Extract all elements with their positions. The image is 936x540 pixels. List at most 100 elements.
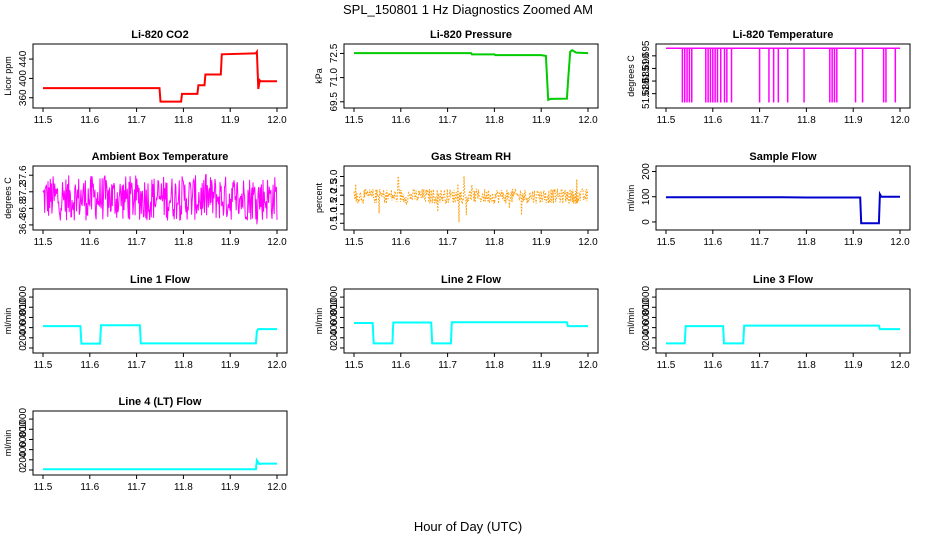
x-tick-label: 11.9 bbox=[221, 237, 240, 248]
series-line-2-flow bbox=[354, 321, 588, 345]
x-tick-label: 11.6 bbox=[391, 360, 410, 371]
series-gas-stream-rh bbox=[353, 176, 589, 223]
y-tick-label: 200 bbox=[641, 329, 652, 346]
panel-title: Ambient Box Temperature bbox=[92, 151, 229, 163]
x-tick-label: 11.7 bbox=[127, 237, 146, 248]
y-tick-label: 2.0 bbox=[329, 188, 340, 202]
y-tick-label: 800 bbox=[641, 298, 652, 315]
plot-frame bbox=[343, 43, 599, 109]
x-tick-label: 12.0 bbox=[890, 360, 910, 371]
series-line bbox=[43, 457, 277, 471]
series-line bbox=[42, 173, 278, 225]
x-tick-label: 11.6 bbox=[703, 360, 722, 371]
series-line bbox=[666, 190, 900, 225]
y-axis-label: ml/min bbox=[314, 308, 324, 335]
y-tick-label: 0 bbox=[329, 345, 340, 351]
figure-title: SPL_150801 1 Hz Diagnostics Zoomed AM bbox=[343, 2, 593, 17]
x-tick-label: 11.5 bbox=[345, 360, 364, 371]
x-tick-label: 12.0 bbox=[267, 237, 287, 248]
x-tick-label: 11.8 bbox=[485, 115, 504, 126]
x-tick-label: 11.5 bbox=[34, 360, 53, 371]
panel-line-3-flow: Line 3 Flow ml/min 11.5 11.6 11.7 11.8 11.9 12.… bbox=[626, 274, 911, 371]
series-li-820-pressure bbox=[354, 48, 589, 102]
plot-frame bbox=[343, 288, 599, 354]
y-tick-label: 37.2 bbox=[18, 182, 29, 202]
x-tick-label: 11.7 bbox=[438, 360, 457, 371]
y-tick-label: 0 bbox=[18, 467, 29, 473]
x-tick-label: 11.5 bbox=[34, 115, 53, 126]
x-tick-label: 12.0 bbox=[267, 360, 287, 371]
plot-frame bbox=[32, 410, 288, 476]
series-li-820-temperature bbox=[666, 47, 900, 103]
panel-line-4-lt-flow: Line 4 (LT) Flow ml/min 11.5 11.6 11.7 11.8 11… bbox=[3, 396, 288, 493]
panel-ambient-box-temperature: Ambient Box Temperature degrees C 11.5 11.6… bbox=[3, 151, 288, 248]
x-tick-label: 11.6 bbox=[391, 115, 410, 126]
x-tick-label: 11.8 bbox=[797, 115, 816, 126]
x-tick-label: 11.8 bbox=[174, 482, 193, 493]
series-line bbox=[666, 324, 900, 345]
x-tick-label: 11.6 bbox=[80, 115, 99, 126]
panel-title: Li-820 CO2 bbox=[131, 29, 188, 41]
panel-title: Li-820 Temperature bbox=[733, 29, 834, 41]
y-axis-label: ml/min bbox=[3, 308, 13, 335]
x-tick-label: 12.0 bbox=[890, 237, 910, 248]
plot-frame bbox=[655, 288, 911, 354]
y-tick-label: 37.6 bbox=[18, 165, 29, 185]
y-tick-label: 51.685 bbox=[641, 65, 652, 96]
y-tick-label: 0 bbox=[641, 219, 652, 225]
panel-li-820-pressure: Li-820 Pressure kPa 11.5 11.6 11.7 11.8 11.9 12… bbox=[314, 29, 599, 126]
x-tick-label: 11.6 bbox=[703, 237, 722, 248]
x-tick-label: 11.8 bbox=[174, 115, 193, 126]
y-tick-label: 0 bbox=[18, 345, 29, 351]
y-tick-label: 1000 bbox=[18, 286, 29, 309]
y-tick-label: 200 bbox=[329, 329, 340, 346]
y-tick-label: 400 bbox=[18, 319, 29, 336]
y-tick-label: 36.4 bbox=[18, 215, 29, 235]
y-axis-label: ml/min bbox=[626, 308, 636, 335]
series-sample-flow bbox=[666, 190, 900, 225]
x-tick-label: 12.0 bbox=[578, 115, 598, 126]
plot-frame bbox=[32, 165, 288, 231]
series-ambient-box-temperature bbox=[42, 173, 278, 225]
panel-gas-stream-rh: Gas Stream RH percent 11.5 11.6 11.7 11.8 11.9… bbox=[314, 151, 599, 248]
x-tick-label: 11.8 bbox=[485, 360, 504, 371]
y-tick-label: 72.5 bbox=[329, 43, 340, 63]
y-tick-label: 800 bbox=[18, 298, 29, 315]
x-tick-label: 11.6 bbox=[703, 115, 722, 126]
x-tick-label: 11.9 bbox=[532, 360, 551, 371]
x-tick-label: 11.9 bbox=[532, 115, 551, 126]
x-tick-label: 11.9 bbox=[221, 360, 240, 371]
series-line-1-flow bbox=[43, 324, 277, 345]
x-tick-label: 11.5 bbox=[345, 115, 364, 126]
x-tick-label: 12.0 bbox=[267, 115, 287, 126]
x-tick-label: 11.6 bbox=[80, 482, 99, 493]
plot-frame bbox=[655, 43, 911, 109]
x-tick-label: 11.8 bbox=[797, 360, 816, 371]
y-tick-label: 600 bbox=[329, 309, 340, 326]
y-tick-label: 400 bbox=[18, 70, 29, 87]
x-tick-label: 11.5 bbox=[657, 115, 676, 126]
plot-frame bbox=[655, 165, 911, 231]
x-tick-label: 11.9 bbox=[844, 115, 863, 126]
x-axis-title: Hour of Day (UTC) bbox=[414, 519, 522, 534]
series-line bbox=[43, 324, 277, 345]
y-tick-label: 1.0 bbox=[329, 207, 340, 221]
y-tick-label: 51.680 bbox=[641, 78, 652, 109]
y-tick-label: 1000 bbox=[329, 286, 340, 309]
y-axis-label: kPa bbox=[314, 68, 324, 84]
x-tick-label: 12.0 bbox=[267, 482, 287, 493]
y-tick-label: 440 bbox=[18, 50, 29, 67]
series-li-820-co2 bbox=[43, 48, 277, 103]
x-tick-label: 11.7 bbox=[127, 482, 146, 493]
x-tick-label: 11.7 bbox=[438, 237, 457, 248]
panel-title: Line 4 (LT) Flow bbox=[119, 396, 202, 408]
y-tick-label: 3.0 bbox=[329, 169, 340, 183]
x-tick-label: 11.9 bbox=[532, 237, 551, 248]
y-tick-label: 51.695 bbox=[641, 40, 652, 71]
y-tick-label: 200 bbox=[18, 329, 29, 346]
series-line bbox=[354, 321, 588, 345]
x-tick-label: 11.6 bbox=[80, 237, 99, 248]
panel-line-2-flow: Line 2 Flow ml/min 11.5 11.6 11.7 11.8 11.9 12.… bbox=[314, 274, 599, 371]
y-tick-label: 400 bbox=[18, 441, 29, 458]
panel-sample-flow: Sample Flow ml/min 11.5 11.6 11.7 11.8 11.9 12.… bbox=[626, 151, 911, 248]
